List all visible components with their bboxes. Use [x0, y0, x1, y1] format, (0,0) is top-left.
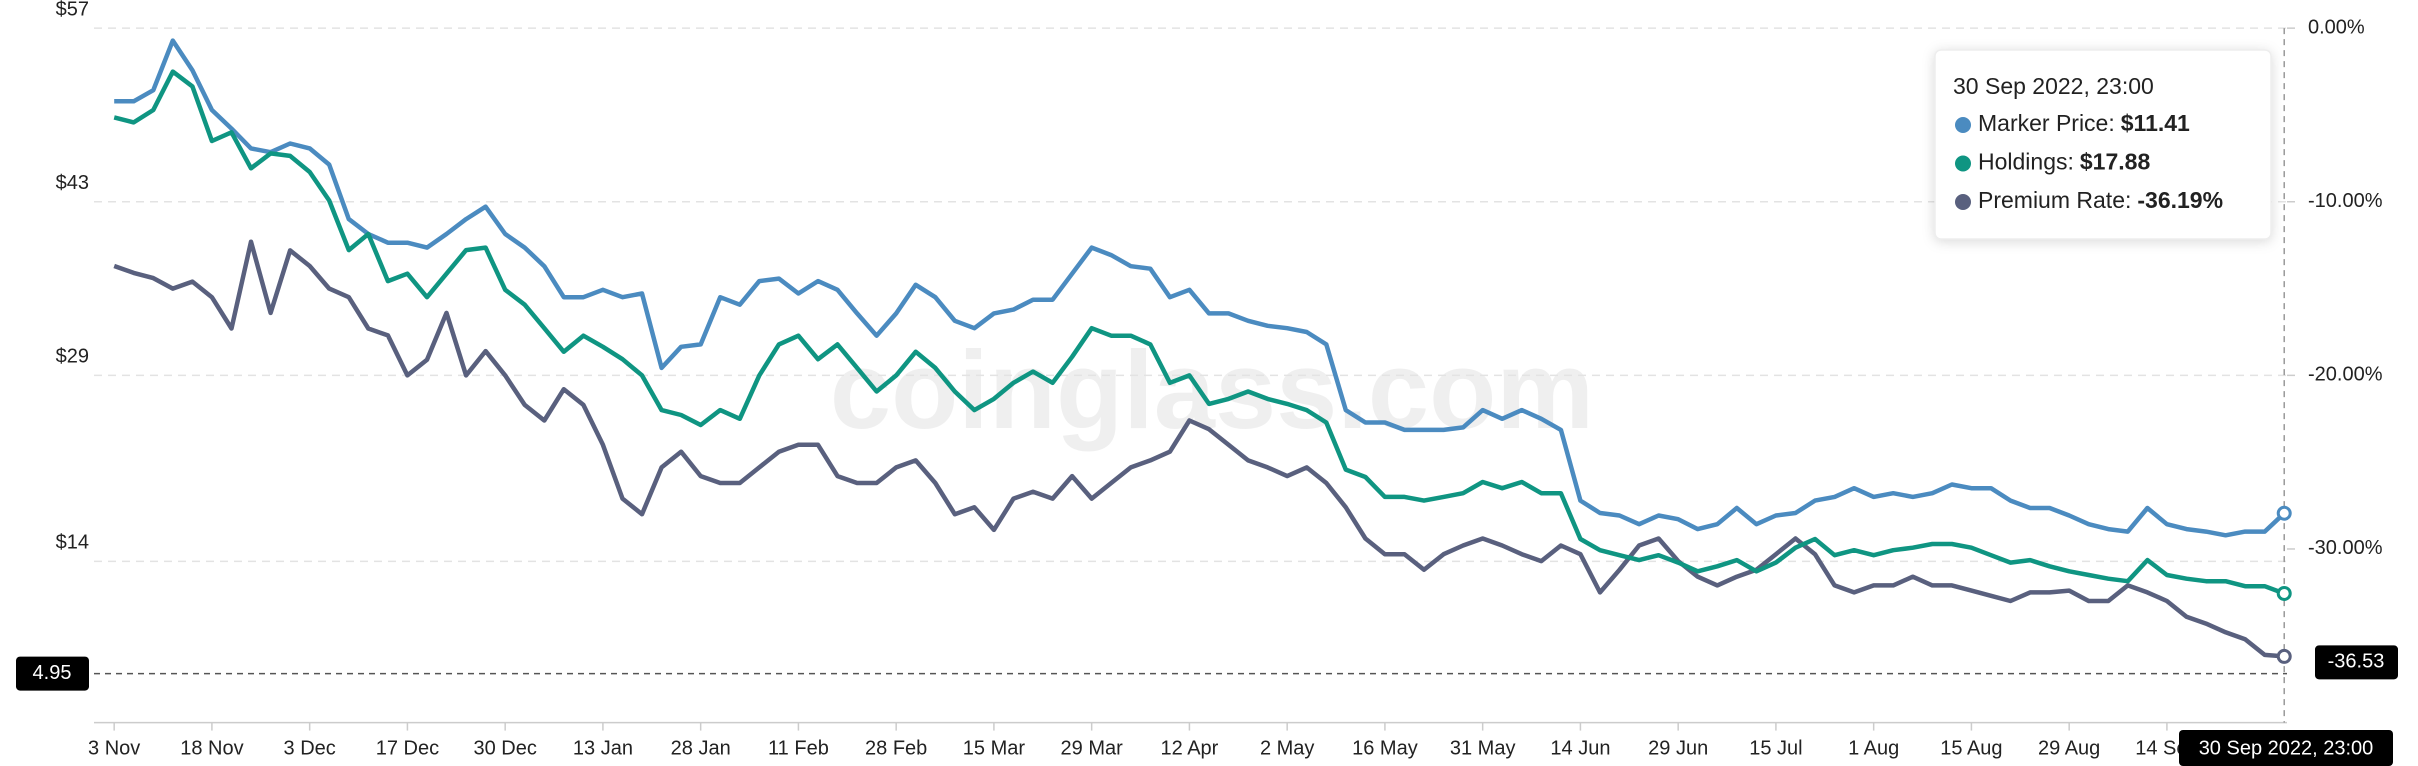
x-tick-label: 31 May [1450, 737, 1516, 759]
tooltip-row: Holdings: $17.88 [1978, 149, 2150, 175]
y2-tick-label: 0.00% [2308, 16, 2365, 38]
tooltip-dot [1955, 117, 1971, 133]
tooltip-value: -36.19% [2137, 187, 2223, 213]
x-tick-label: 2 May [1260, 737, 1314, 759]
x-tick-label: 29 Jun [1648, 737, 1708, 759]
tooltip-dot [1955, 155, 1971, 172]
y-tick-label: $57 [56, 0, 89, 20]
tooltip-title: 30 Sep 2022, 23:00 [1953, 73, 2154, 99]
y-tick-label: $29 [56, 346, 89, 368]
x-tick-label: 30 Dec [473, 737, 536, 759]
crosshair-y2-label: -36.53 [2328, 651, 2385, 673]
x-tick-label: 3 Dec [284, 737, 336, 759]
x-tick-label: 18 Nov [180, 737, 243, 759]
x-tick-label: 11 Feb [768, 737, 829, 759]
crosshair-y2-box [2315, 645, 2398, 680]
tooltip-label: Holdings: [1978, 149, 2074, 175]
x-tick-label: 17 Dec [376, 737, 439, 759]
y2-tick-label: -10.00% [2308, 190, 2383, 212]
x-tick-label: 28 Feb [865, 737, 927, 759]
series-line [113, 239, 2285, 659]
tooltip-dot [1955, 194, 1971, 210]
tooltip-value: $11.41 [2121, 110, 2190, 136]
x-tick-label: 16 May [1352, 737, 1418, 759]
crosshair-y-label: 4.95 [33, 662, 72, 684]
x-tick-label: 3 Nov [88, 737, 140, 759]
y-tick-label: $43 [56, 172, 89, 194]
x-tick-label: 1 Aug [1848, 737, 1899, 759]
hover-marker [2276, 585, 2292, 601]
tooltip-row: Premium Rate: -36.19% [1978, 187, 2223, 213]
series-line [114, 38, 2286, 538]
tooltip-label: Premium Rate: [1978, 187, 2131, 213]
x-tick-label: 15 Jul [1749, 737, 1802, 759]
x-tick-label: 29 Aug [2038, 737, 2100, 759]
x-tick-label: 29 Mar [1061, 737, 1124, 759]
y2-tick-label: -30.00% [2308, 537, 2383, 559]
tooltip-label: Marker Price: [1978, 110, 2115, 136]
crosshair-x-box [2179, 730, 2393, 766]
x-tick-label: 12 Apr [1161, 737, 1219, 759]
x-tick-label: 15 Mar [963, 737, 1026, 759]
x-tick-label: 14 Jun [1550, 737, 1610, 759]
tooltip-value: $17.88 [2080, 149, 2151, 175]
crosshair-y-box [16, 656, 89, 691]
y-tick-label: $14 [56, 532, 89, 554]
hover-marker [2276, 648, 2292, 664]
crosshair-x-label: 30 Sep 2022, 23:00 [2199, 737, 2374, 759]
tooltip-row: Marker Price: $11.41 [1978, 110, 2190, 136]
tooltip: 30 Sep 2022, 23:00 Marker Price: $11.41 Hol… [1934, 49, 2272, 240]
x-tick-label: 13 Jan [573, 737, 633, 759]
hover-marker [2276, 505, 2292, 521]
series-line [113, 69, 2285, 596]
x-tick-label: 28 Jan [671, 737, 731, 759]
x-tick-label: 15 Aug [1940, 737, 2002, 759]
y2-tick-label: -20.00% [2308, 364, 2383, 386]
tooltip-box [1934, 49, 2272, 240]
